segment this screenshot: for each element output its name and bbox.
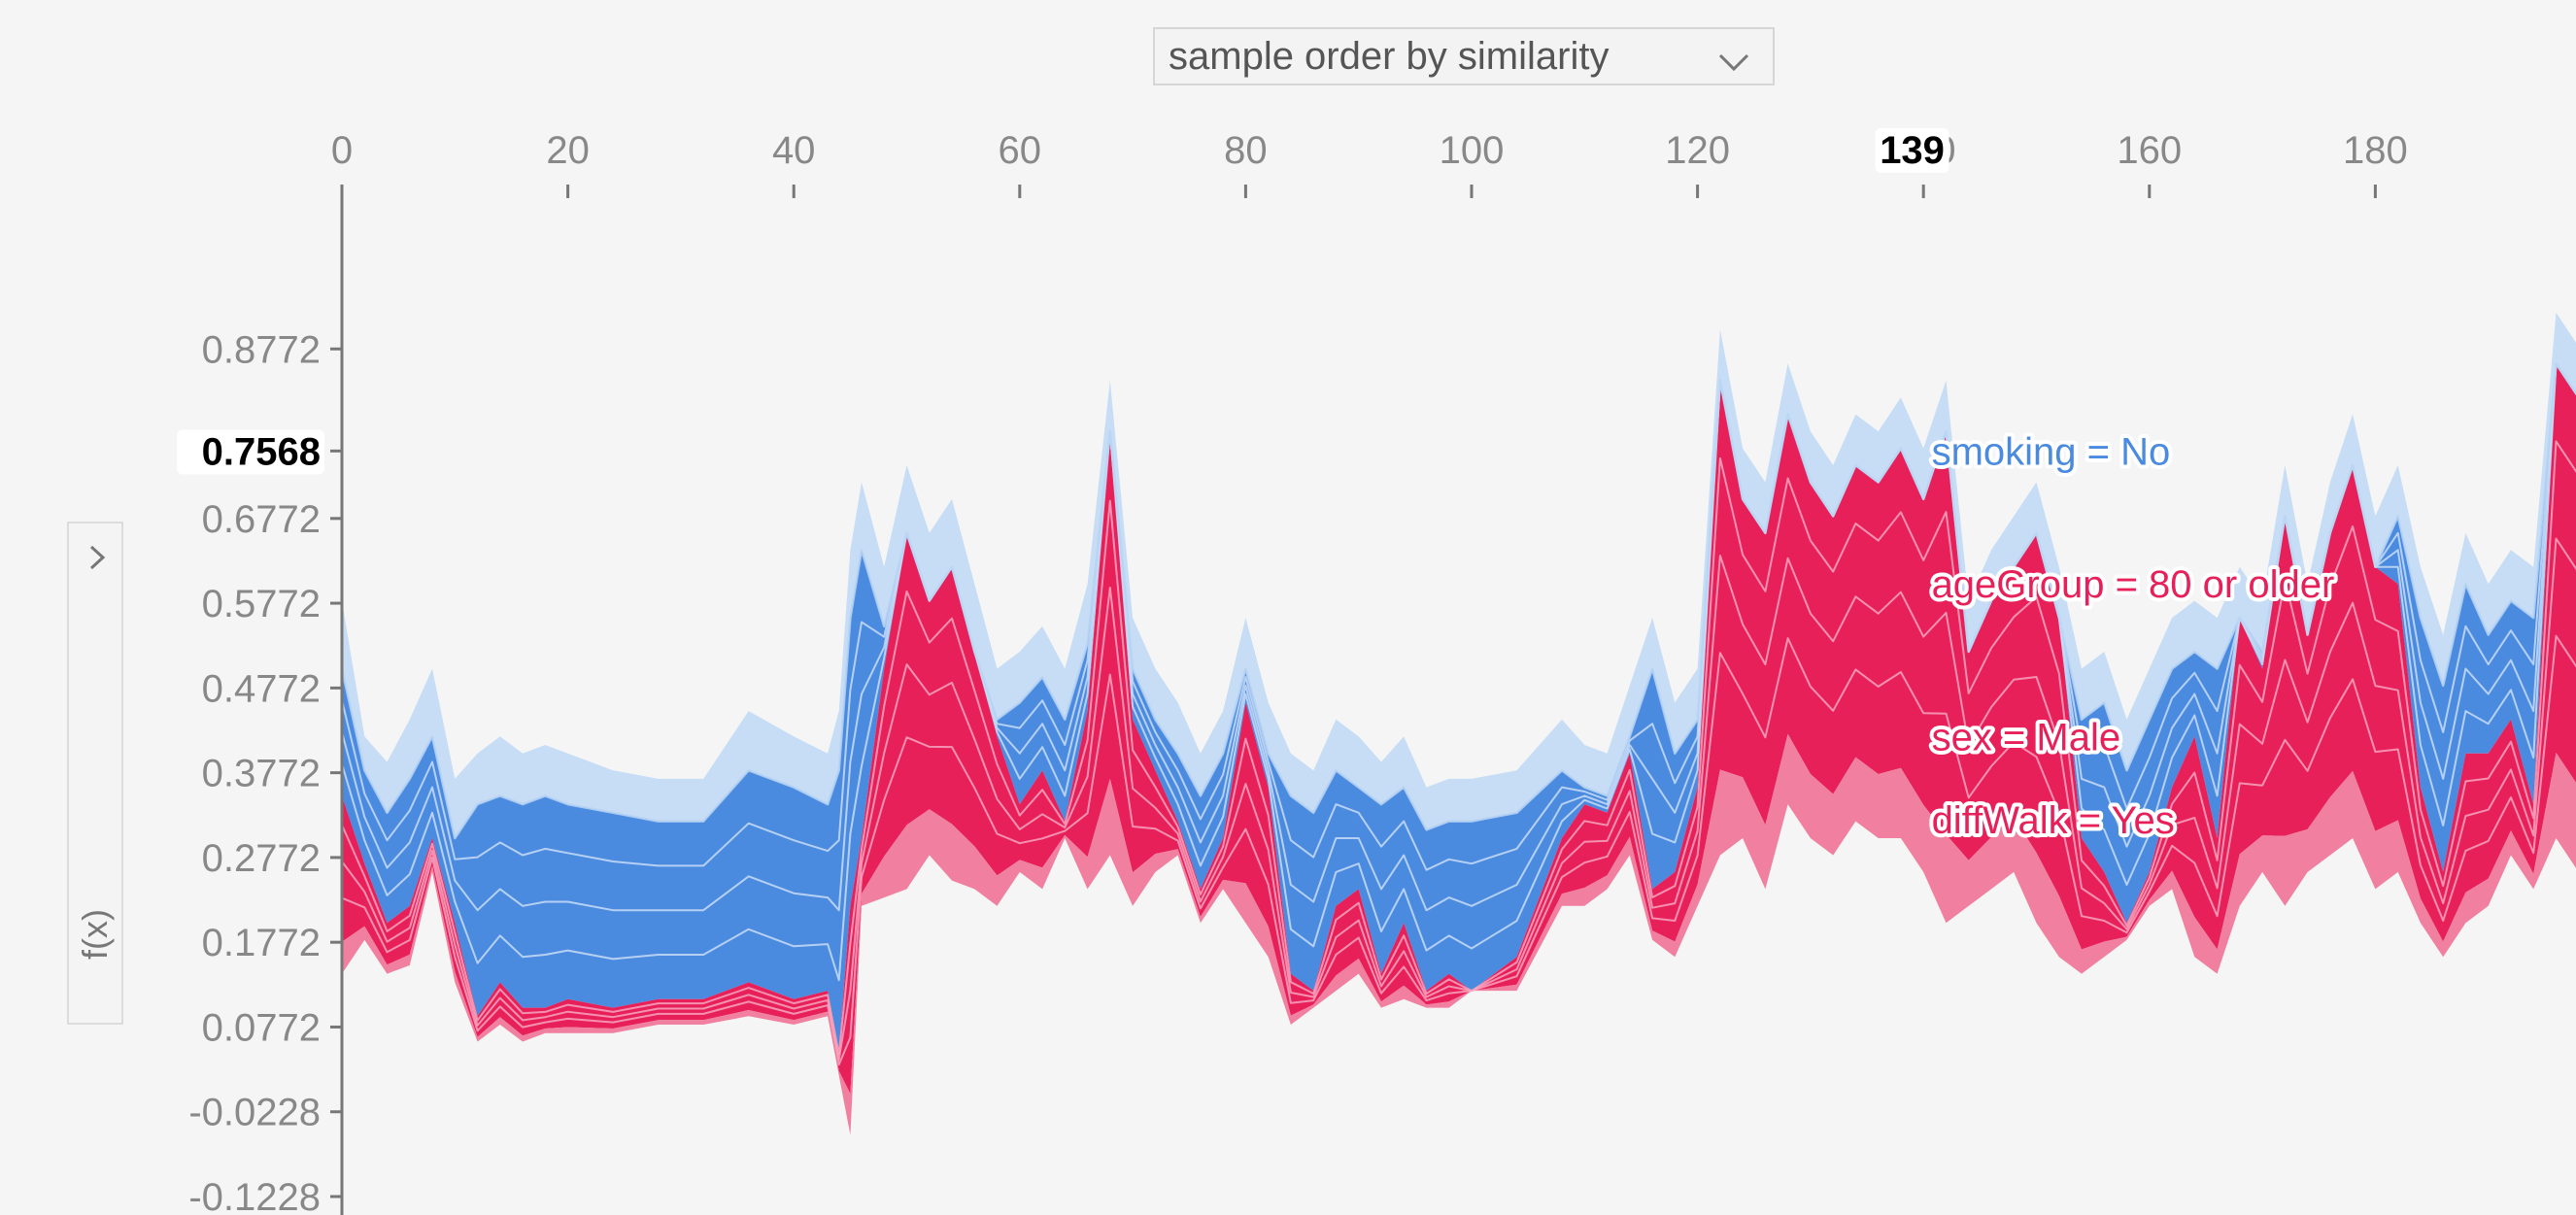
positive-divider-1 — [341, 537, 2576, 1061]
y-tick-label: 0.8772 — [202, 328, 321, 371]
positive-divider-2 — [341, 440, 2576, 1056]
negative-edge — [340, 362, 2576, 840]
chevron-down-icon — [1716, 43, 1751, 86]
y-tick-label: -0.1228 — [188, 1176, 321, 1215]
feature-label: ageGroup = 80 or older — [1932, 563, 2335, 606]
y-tick-label: 0.5772 — [202, 583, 321, 625]
negative-light-area — [342, 312, 2576, 838]
positive-light-area — [342, 733, 2576, 1135]
highlight-x-label-bg — [1875, 128, 1949, 173]
y-tick-label: 0.1772 — [202, 922, 321, 964]
chevron-right-icon — [86, 543, 108, 577]
areas-layer — [342, 312, 2576, 1135]
y-tick-label: 0.4772 — [202, 667, 321, 710]
y-tick-label: 0.3772 — [202, 753, 321, 795]
highlight-x-label: 139 — [1880, 129, 1945, 172]
axes: 0204060801001201401601800.87720.75680.67… — [177, 128, 2408, 1215]
highlight-y-label-bg — [177, 429, 324, 475]
feature-labels: smoking = No ageGroup = 80 or older sex = … — [1928, 426, 2339, 845]
y-tick-label: -0.0228 — [188, 1092, 321, 1134]
negative-area — [342, 363, 2576, 1051]
x-tick-label: 20 — [546, 129, 590, 172]
highlight-y-label: 0.7568 — [202, 430, 321, 473]
x-tick-label: 120 — [1665, 129, 1730, 172]
positive-divider-0 — [341, 634, 2576, 1066]
positive-area — [342, 363, 2576, 1095]
x-tick-label: 100 — [1440, 129, 1505, 172]
feature-label: sex = Male — [1932, 716, 2121, 759]
y-axis-selector[interactable]: f(x) — [67, 522, 123, 1025]
x-tick-label: 180 — [2343, 129, 2408, 172]
y-tick-label: 0.2772 — [202, 837, 321, 880]
feature-label: smoking = No — [1932, 430, 2171, 473]
ordering-select-value: sample order by similarity — [1169, 34, 1610, 78]
y-tick-label: 0.6772 — [202, 498, 321, 541]
x-tick-label: 160 — [2117, 129, 2182, 172]
contribution-lines — [340, 362, 2576, 1066]
x-tick-label: 0 — [331, 129, 353, 172]
y-tick-label: 0.0772 — [202, 1006, 321, 1049]
x-tick-label: 80 — [1224, 129, 1268, 172]
feature-label: diffWalk = Yes — [1932, 799, 2175, 842]
x-tick-label: 40 — [772, 129, 816, 172]
ordering-select[interactable]: sample order by similarity — [1153, 27, 1775, 85]
y-axis-label: f(x) — [75, 909, 115, 960]
x-tick-label: 60 — [999, 129, 1042, 172]
